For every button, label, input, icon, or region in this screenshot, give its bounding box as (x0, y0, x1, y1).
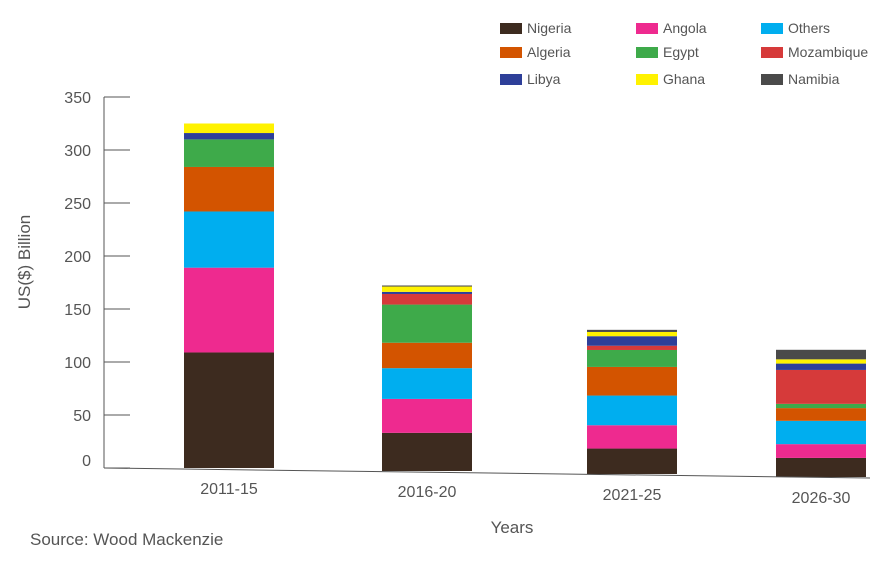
bar-segment-angola (184, 267, 274, 353)
legend: Nigeria Angola Others Algeria Egypt Mozambiqu… (500, 20, 868, 87)
x-axis-title: Years (491, 518, 534, 537)
legend-swatch (636, 23, 658, 34)
bar-segment-egypt (184, 139, 274, 167)
legend-label: Mozambique (788, 44, 868, 60)
legend-item-ghana: Ghana (636, 71, 705, 87)
legend-swatch (761, 23, 783, 34)
bar-segment-others (184, 211, 274, 268)
bar-segment-ghana (184, 123, 274, 134)
bar-stack-2021-25 (587, 329, 677, 474)
bar-segment-nigeria (184, 352, 274, 468)
bar-segment-angola (382, 398, 472, 433)
legend-swatch (500, 74, 522, 85)
bar-segment-namibia (587, 329, 677, 332)
legend-item-angola: Angola (636, 20, 707, 36)
legend-label: Egypt (663, 44, 699, 60)
x-axis-line (103, 467, 871, 479)
bar-segment-angola (587, 425, 677, 449)
bar-segment-ghana (776, 359, 866, 364)
legend-item-nigeria: Nigeria (500, 20, 572, 36)
bar-segment-mozambique (587, 345, 677, 350)
bar-stack-2011-15 (184, 123, 274, 468)
bar-segment-libya (776, 363, 866, 370)
legend-item-mozambique: Mozambique (761, 44, 868, 60)
y-tick-label: 0 (82, 453, 91, 470)
y-tick-label: 150 (64, 302, 91, 319)
legend-label: Angola (663, 20, 707, 36)
bar-segment-egypt (382, 304, 472, 343)
legend-swatch (761, 47, 783, 58)
legend-label: Nigeria (527, 20, 572, 36)
bar-segment-libya (382, 291, 472, 294)
bar-segment-nigeria (587, 448, 677, 474)
x-tick-label: 2016-20 (398, 484, 457, 501)
legend-item-libya: Libya (500, 71, 561, 87)
y-tick-label: 50 (73, 408, 91, 425)
y-tick-label: 100 (64, 355, 91, 372)
y-tick-label: 300 (64, 143, 91, 160)
y-axis: 0 50 100 150 200 250 300 350 (64, 90, 130, 470)
y-tick-label: 200 (64, 249, 91, 266)
y-axis-title: US($) Billion (15, 215, 34, 309)
legend-label: Namibia (788, 71, 840, 87)
legend-label: Libya (527, 71, 561, 87)
bar-segment-others (776, 420, 866, 445)
y-tick-label: 350 (64, 90, 91, 107)
bar-segment-algeria (587, 366, 677, 396)
bar-segment-nigeria (382, 432, 472, 471)
legend-item-algeria: Algeria (500, 44, 571, 60)
bar-stack-2026-30 (776, 349, 866, 477)
bar-segment-algeria (184, 166, 274, 212)
bar-segment-libya (184, 133, 274, 140)
legend-label: Algeria (527, 44, 571, 60)
source-note: Source: Wood Mackenzie (30, 530, 223, 549)
bar-segment-mozambique (776, 369, 866, 404)
legend-swatch (500, 47, 522, 58)
bar-segment-ghana (587, 331, 677, 337)
bar-segment-nigeria (776, 457, 866, 477)
bar-segment-libya (587, 336, 677, 346)
bar-segment-others (382, 368, 472, 399)
x-axis: 2011-15 2016-20 2021-25 2026-30 (103, 467, 871, 507)
bar-segment-angola (776, 444, 866, 458)
bar-segment-namibia (776, 349, 866, 360)
bars (184, 123, 866, 477)
legend-swatch (636, 47, 658, 58)
legend-item-egypt: Egypt (636, 44, 699, 60)
bar-segment-ghana (382, 286, 472, 292)
x-tick-label: 2021-25 (603, 487, 662, 504)
legend-item-others: Others (761, 20, 830, 36)
legend-swatch (761, 74, 783, 85)
legend-label: Others (788, 20, 830, 36)
bar-segment-others (587, 395, 677, 426)
bar-segment-egypt (587, 349, 677, 367)
bar-segment-egypt (776, 403, 866, 409)
legend-swatch (500, 23, 522, 34)
legend-label: Ghana (663, 71, 705, 87)
legend-item-namibia: Namibia (761, 71, 840, 87)
bar-stack-2016-20 (382, 285, 472, 471)
legend-swatch (636, 74, 658, 85)
bar-segment-namibia (382, 285, 472, 287)
y-tick-label: 250 (64, 196, 91, 213)
bar-segment-algeria (382, 342, 472, 369)
bar-segment-algeria (776, 408, 866, 421)
x-tick-label: 2011-15 (200, 481, 258, 498)
x-tick-label: 2026-30 (792, 490, 851, 507)
bar-segment-mozambique (382, 293, 472, 305)
